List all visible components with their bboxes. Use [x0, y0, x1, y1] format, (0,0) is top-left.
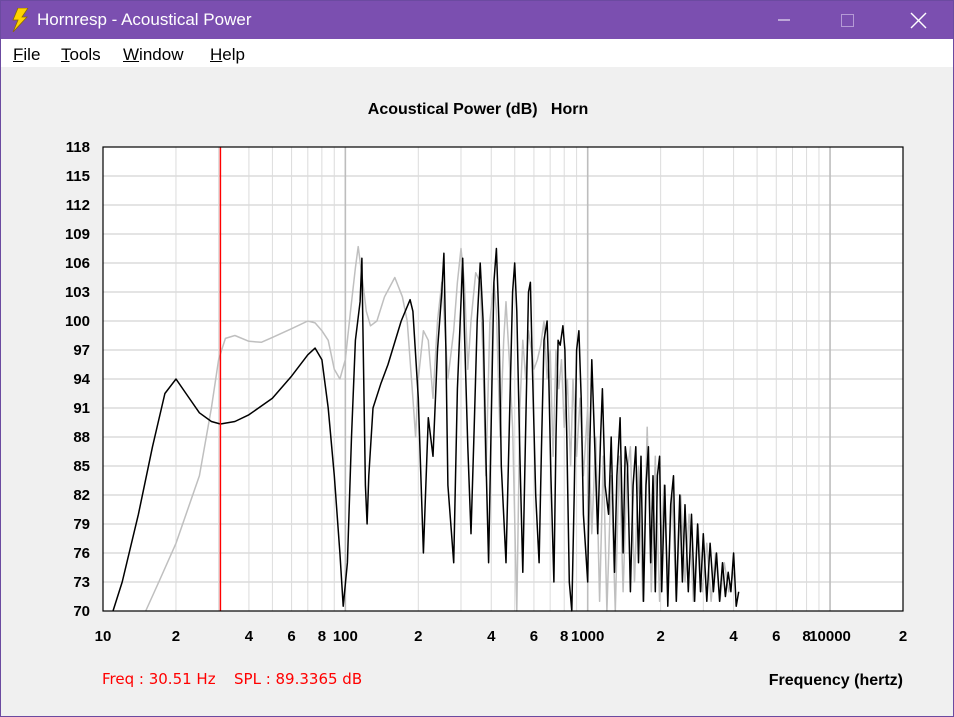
x-tick-label: 6 — [772, 628, 780, 645]
x-tick-label: 6 — [530, 628, 538, 645]
y-tick-label: 79 — [73, 516, 90, 533]
x-tick-label: 2 — [172, 628, 180, 645]
y-tick-label: 115 — [66, 168, 90, 185]
x-tick-label: 2 — [414, 628, 422, 645]
y-tick-label: 112 — [66, 197, 90, 214]
x-tick-label: 8 — [318, 628, 326, 645]
x-tick-label: 10 — [95, 628, 112, 645]
x-tick-label: 1000 — [571, 628, 604, 645]
y-tick-label: 106 — [65, 255, 90, 272]
y-tick-label: 97 — [73, 342, 90, 359]
menu-window[interactable]: Window — [123, 45, 184, 64]
close-button[interactable] — [895, 1, 941, 39]
minimize-icon — [778, 19, 790, 21]
frequency-readout: Freq : 30.51 Hz — [102, 670, 216, 688]
title-bar[interactable]: Hornresp - Acoustical Power — [1, 1, 953, 39]
menu-bar: File Tools Window Help — [1, 39, 953, 67]
grid-lines — [103, 147, 903, 611]
x-tick-label: 8 — [802, 628, 810, 645]
x-tick-label: 6 — [287, 628, 295, 645]
y-tick-label: 118 — [66, 139, 90, 156]
x-tick-label: 8 — [560, 628, 568, 645]
x-tick-label: 2 — [656, 628, 664, 645]
y-tick-label: 73 — [73, 574, 90, 591]
y-tick-label: 76 — [73, 545, 90, 562]
spl-readout: SPL : 89.3365 dB — [234, 670, 363, 688]
x-tick-label: 4 — [245, 628, 254, 645]
plot-frame — [102, 146, 904, 612]
y-tick-label: 91 — [73, 400, 90, 417]
x-tick-label: 10000 — [809, 628, 851, 645]
y-tick-label: 70 — [73, 603, 90, 620]
x-tick-label: 4 — [729, 628, 738, 645]
y-tick-label: 100 — [65, 313, 90, 330]
series-line-black — [112, 247, 740, 612]
y-tick-label: 85 — [73, 458, 90, 475]
y-tick-label: 94 — [73, 371, 90, 388]
lightning-bolt-icon — [12, 8, 29, 32]
menu-help[interactable]: Help — [210, 45, 245, 64]
x-tick-label: 100 — [333, 628, 358, 645]
x-tick-label: 4 — [487, 628, 496, 645]
y-tick-label: 109 — [65, 226, 90, 243]
y-tick-label: 103 — [65, 284, 90, 301]
chart-title: Acoustical Power (dB) Horn — [368, 101, 588, 118]
maximize-button[interactable] — [825, 1, 871, 39]
y-tick-label: 88 — [73, 429, 90, 446]
x-tick-label: 2 — [899, 628, 907, 645]
minimize-button[interactable] — [761, 1, 807, 39]
close-icon — [910, 12, 927, 29]
window-title: Hornresp - Acoustical Power — [37, 10, 252, 29]
y-axis-ticks: 118 115 112 109 106 103 100 97 94 91 88 85 82 79 76 73 7… — [65, 139, 91, 620]
x-axis-label: Frequency (hertz) — [769, 672, 903, 689]
menu-file[interactable]: File — [13, 45, 41, 64]
maximize-icon — [841, 14, 854, 27]
menu-tools[interactable]: Tools — [61, 45, 101, 64]
y-tick-label: 82 — [73, 487, 90, 504]
